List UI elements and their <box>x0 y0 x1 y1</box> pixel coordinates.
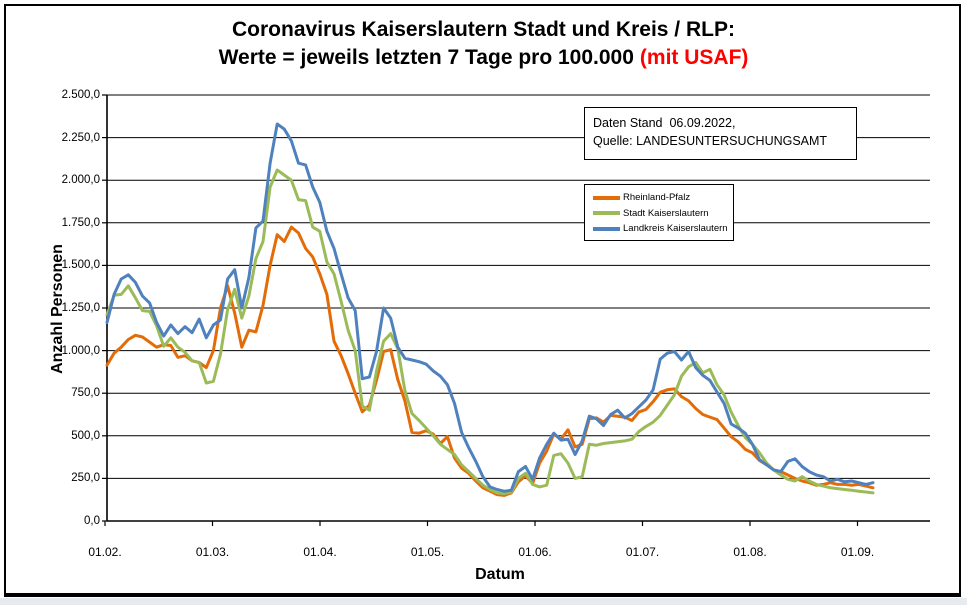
x-tick-label-0105: 01.05. <box>410 545 445 559</box>
chart-title-line2: Werte = jeweils letzten 7 Tage pro 100.0… <box>218 46 749 69</box>
x-tick-label-0109: 01.09. <box>840 545 875 559</box>
chart-title-usaf-note: (mit USAF) <box>639 46 749 69</box>
y-tick-label-250: 250,0 <box>71 472 100 485</box>
x-tick-label-0107: 01.07. <box>625 545 660 559</box>
chart-title-line1: Coronavirus Kaiserslautern Stadt und Kre… <box>232 18 735 41</box>
y-tick-label-2000: 2.000,0 <box>61 174 100 187</box>
data-source-name: Quelle: LANDESUNTERSUCHUNGSAMT <box>593 134 828 149</box>
x-tick-label-0102: 01.02. <box>88 545 122 559</box>
y-tick-label-0: 0,0 <box>84 515 100 527</box>
x-tick-label-0108: 01.08. <box>733 545 767 559</box>
y-tick-label-750: 750,0 <box>71 387 100 400</box>
x-tick-label-0103: 01.03. <box>195 545 230 559</box>
legend-item-landkreis-kaiserslautern: Landkreis Kaiserslautern <box>593 221 729 236</box>
x-tick-label-0106: 01.06. <box>518 545 552 559</box>
chart-outer-frame <box>4 4 961 597</box>
y-tick-label-2250: 2.250,0 <box>61 131 100 144</box>
legend-item-rheinland-pfalz: Rheinland-Pfalz <box>593 190 729 205</box>
data-source-date: Daten Stand 06.09.2022, <box>593 116 736 130</box>
y-tick-label-500: 500,0 <box>71 429 100 442</box>
x-tick-label-0104: 01.04. <box>303 545 337 559</box>
x-axis-title: Datum <box>475 566 525 583</box>
y-tick-label-1250: 1.250,0 <box>61 302 100 314</box>
chart-title: Coronavirus Kaiserslautern Stadt und Kre… <box>0 16 967 72</box>
legend-swatch-stadt-kaiserslautern <box>593 211 620 215</box>
window-bottom-edge <box>0 598 967 605</box>
y-tick-label-2500: 2.500,0 <box>61 89 100 101</box>
y-tick-label-1750: 1.750,0 <box>61 216 100 229</box>
legend-item-stadt-kaiserslautern: Stadt Kaiserslautern <box>593 206 729 221</box>
legend-swatch-landkreis-kaiserslautern <box>593 226 620 231</box>
y-tick-label-1000: 1.000,0 <box>61 344 100 357</box>
data-source-box: Daten Stand 06.09.2022, Quelle: LANDESUN… <box>584 107 857 160</box>
chart-legend: Rheinland-Pfalz Stadt Kaiserslautern Lan… <box>584 184 734 241</box>
y-axis-title: Anzahl Personen <box>49 244 66 374</box>
y-tick-label-1500: 1.500,0 <box>61 259 100 272</box>
legend-swatch-rheinland-pfalz <box>593 195 620 200</box>
